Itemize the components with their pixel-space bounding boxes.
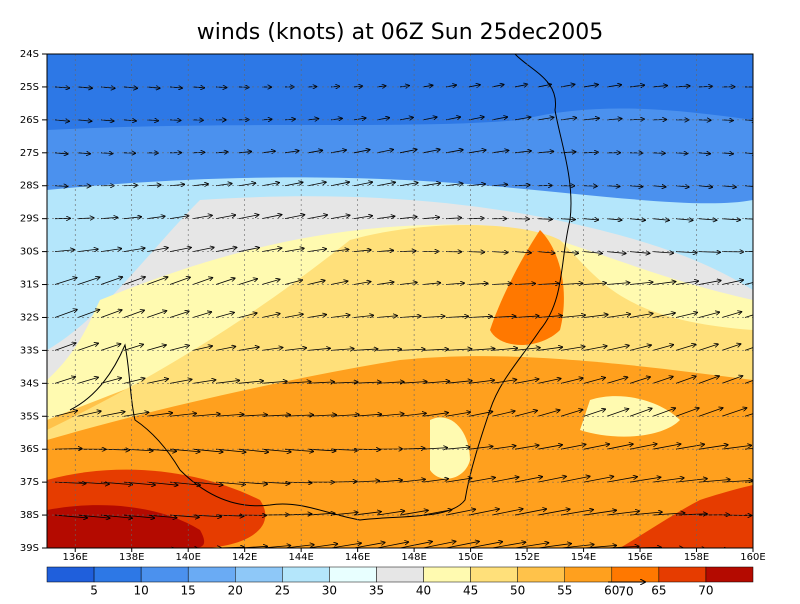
wind-field (47, 54, 775, 551)
reference-vector-label: 70 (618, 585, 633, 599)
lat-label: 28S (20, 181, 39, 192)
lon-label: 158E (684, 552, 709, 563)
colorbar-label: 45 (463, 584, 478, 598)
lat-label: 27S (20, 148, 39, 159)
colorbar-label: 30 (322, 584, 337, 598)
colorbar-swatch (376, 567, 423, 582)
colorbar-label: 60 (604, 584, 619, 598)
lon-label: 148E (401, 552, 426, 563)
lon-label: 152E (514, 552, 539, 563)
colorbar-swatch (282, 567, 329, 582)
colorbar-label: 70 (698, 584, 713, 598)
lat-label: 39S (20, 543, 39, 554)
lat-label: 36S (20, 444, 39, 455)
lon-label: 160E (740, 552, 765, 563)
lon-label: 154E (571, 552, 596, 563)
lon-label: 142E (232, 552, 257, 563)
lon-label: 146E (345, 552, 370, 563)
lat-label: 24S (20, 49, 39, 60)
colorbar-swatch (518, 567, 565, 582)
colorbar-swatch (424, 567, 471, 582)
lat-label: 29S (20, 214, 39, 225)
lon-label: 140E (175, 552, 200, 563)
colorbar-swatch (188, 567, 235, 582)
lon-label: 150E (458, 552, 483, 563)
lat-label: 37S (20, 477, 39, 488)
wind-arrow (55, 186, 68, 187)
colorbar-swatch (235, 567, 282, 582)
colorbar-swatch (706, 567, 753, 582)
colorbar-swatch (94, 567, 141, 582)
lon-label: 156E (627, 552, 652, 563)
colorbar-swatch (659, 567, 706, 582)
lat-label: 38S (20, 510, 39, 521)
colorbar-label: 10 (133, 584, 148, 598)
colorbar-label: 15 (181, 584, 196, 598)
lon-label: 138E (119, 552, 144, 563)
colorbar-label: 5 (90, 584, 98, 598)
lat-label: 31S (20, 280, 39, 291)
wind-arrow (170, 120, 181, 121)
wind-arrow (584, 152, 598, 153)
colorbar-label: 50 (510, 584, 525, 598)
colorbar-label: 35 (369, 584, 384, 598)
lat-label: 30S (20, 247, 39, 258)
colorbar-swatch (329, 567, 376, 582)
colorbar-label: 25 (275, 584, 290, 598)
lon-label: 144E (288, 552, 313, 563)
colorbar-swatch (612, 567, 659, 582)
lon-label: 136E (63, 552, 88, 563)
colorbar-swatch (47, 567, 94, 582)
colorbar-swatch (471, 567, 518, 582)
colorbar: 5 10 15 20 25 30 35 40 45 50 55 60 65 70 (47, 567, 753, 598)
colorbar-label: 55 (557, 584, 572, 598)
lat-label: 32S (20, 312, 39, 323)
colorbar-label: 40 (416, 584, 431, 598)
colorbar-label: 65 (651, 584, 666, 598)
lat-label: 34S (20, 378, 39, 389)
colorbar-label: 20 (228, 584, 243, 598)
lat-label: 33S (20, 345, 39, 356)
lat-label: 25S (20, 82, 39, 93)
colorbar-swatch (141, 567, 188, 582)
colorbar-swatch (565, 567, 612, 582)
lat-label: 35S (20, 411, 39, 422)
title: winds (knots) at 06Z Sun 25dec2005 (197, 20, 603, 45)
lat-label: 26S (20, 115, 39, 126)
